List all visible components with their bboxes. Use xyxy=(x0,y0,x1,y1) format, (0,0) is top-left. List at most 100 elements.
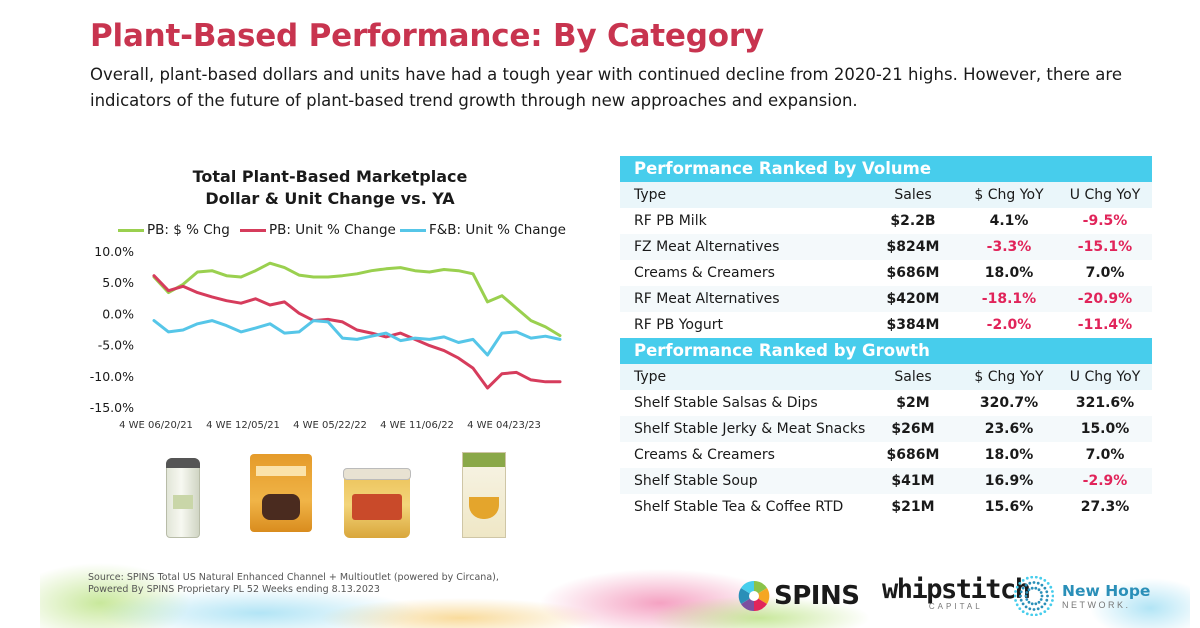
series-line-1 xyxy=(152,274,562,390)
legend-item-pb-dollar: PB: $ % Chg xyxy=(118,222,230,238)
salsa-jar-icon xyxy=(343,468,411,538)
cell-type: Shelf Stable Soup xyxy=(634,473,758,489)
chart-title: Total Plant-Based Marketplace Dollar & U… xyxy=(150,166,510,210)
snack-pouch-icon xyxy=(250,454,312,532)
table-row: RF PB Yogurt $384M -2.0% -11.4% xyxy=(620,312,1152,338)
cell-dollar-change: -3.3% xyxy=(986,239,1032,255)
table-row: RF Meat Alternatives $420M -18.1% -20.9% xyxy=(620,286,1152,312)
cell-sales: $686M xyxy=(886,447,940,463)
column-header-unit-change: U Chg YoY xyxy=(1069,369,1141,385)
cell-unit-change: 7.0% xyxy=(1085,447,1125,463)
cell-unit-change: 321.6% xyxy=(1075,395,1135,411)
cell-sales: $26M xyxy=(891,421,935,437)
line-chart: 10.0% 5.0% 0.0% -5.0% -10.0% -15.0% 4 WE 06/20… xyxy=(90,244,562,431)
source-line-1: Source: SPINS Total US Natural Enhanced … xyxy=(88,572,499,583)
x-tick-label: 4 WE 05/22/22 xyxy=(293,420,367,431)
cell-unit-change: 15.0% xyxy=(1080,421,1130,437)
cell-sales: $2M xyxy=(896,395,930,411)
series-line-2 xyxy=(152,319,562,357)
cell-sales: $41M xyxy=(891,473,935,489)
cell-unit-change: 27.3% xyxy=(1080,499,1130,515)
growth-table-body: Shelf Stable Salsas & Dips $2M 320.7% 321.6… xyxy=(620,390,1152,520)
y-tick-label: -15.0% xyxy=(90,400,134,415)
cell-unit-change: -20.9% xyxy=(1077,291,1133,307)
x-tick-label: 4 WE 11/06/22 xyxy=(380,420,454,431)
chart-title-line1: Total Plant-Based Marketplace xyxy=(192,167,468,186)
legend-item-fb-unit: F&B: Unit % Change xyxy=(400,222,566,238)
cell-type: Creams & Creamers xyxy=(634,265,775,281)
cell-dollar-change: 15.6% xyxy=(984,499,1034,515)
legend-swatch-pb-unit xyxy=(240,228,266,232)
spins-logo: SPINS xyxy=(738,580,860,612)
product-images xyxy=(160,452,540,544)
cell-dollar-change: 4.1% xyxy=(989,213,1029,229)
column-header-unit-change: U Chg YoY xyxy=(1069,187,1141,203)
beverage-can-icon xyxy=(166,458,200,538)
source-line-2: Powered By SPINS Proprietary PL 52 Weeks… xyxy=(88,584,380,595)
cell-unit-change: 7.0% xyxy=(1085,265,1125,281)
table-row: Shelf Stable Salsas & Dips $2M 320.7% 321.6… xyxy=(620,390,1152,416)
cell-unit-change: -11.4% xyxy=(1077,317,1133,333)
y-tick-label: -10.0% xyxy=(90,369,134,384)
x-tick-label: 4 WE 06/20/21 xyxy=(119,420,193,431)
cell-type: Creams & Creamers xyxy=(634,447,775,463)
y-tick-label: -5.0% xyxy=(98,338,134,353)
legend-swatch-fb-unit xyxy=(400,228,426,232)
column-header-type: Type xyxy=(634,369,667,385)
whipstitch-logo-subtext: CAPITAL xyxy=(928,602,983,611)
volume-table-body: RF PB Milk $2.2B 4.1% -9.5% FZ Meat Alternat… xyxy=(620,208,1152,338)
chart-legend: PB: $ % Chg PB: Unit % Change F&B: Unit … xyxy=(118,222,578,240)
spins-logo-mark-icon xyxy=(738,580,770,612)
cell-type: RF PB Yogurt xyxy=(634,317,723,333)
legend-label-fb-unit: F&B: Unit % Change xyxy=(429,222,566,238)
cell-sales: $824M xyxy=(886,239,940,255)
column-header-dollar-change: $ Chg YoY xyxy=(974,369,1044,385)
table-row: FZ Meat Alternatives $824M -3.3% -15.1% xyxy=(620,234,1152,260)
chart-title-line2: Dollar & Unit Change vs. YA xyxy=(205,189,455,208)
cell-sales: $21M xyxy=(891,499,935,515)
volume-table-column-headers: Type Sales $ Chg YoY U Chg YoY xyxy=(620,182,1152,208)
column-header-sales: Sales xyxy=(894,369,932,385)
cell-dollar-change: 320.7% xyxy=(979,395,1039,411)
column-header-dollar-change: $ Chg YoY xyxy=(974,187,1044,203)
whipstitch-logo-text: whipstitch xyxy=(882,574,1031,605)
new-hope-logo: New Hope NETWORK. xyxy=(1014,576,1150,616)
cell-type: Shelf Stable Jerky & Meat Snacks xyxy=(634,421,866,437)
x-tick-label: 4 WE 12/05/21 xyxy=(206,420,280,431)
series-line-0 xyxy=(152,261,562,338)
cell-type: FZ Meat Alternatives xyxy=(634,239,780,255)
legend-label-pb-dollar: PB: $ % Chg xyxy=(147,222,230,238)
cell-dollar-change: -2.0% xyxy=(986,317,1032,333)
page-subtitle: Overall, plant-based dollars and units h… xyxy=(90,65,1122,110)
table-row: Shelf Stable Tea & Coffee RTD $21M 15.6% 27… xyxy=(620,494,1152,520)
legend-item-pb-unit: PB: Unit % Change xyxy=(240,222,396,238)
y-tick-label: 0.0% xyxy=(102,306,134,321)
cell-type: RF Meat Alternatives xyxy=(634,291,780,307)
source-note: Source: SPINS Total US Natural Enhanced … xyxy=(88,572,499,596)
y-tick-label: 5.0% xyxy=(102,275,134,290)
table-row: Creams & Creamers $686M 18.0% 7.0% xyxy=(620,260,1152,286)
cell-sales: $686M xyxy=(886,265,940,281)
cell-unit-change: -15.1% xyxy=(1077,239,1133,255)
whipstitch-logo: whipstitch CAPITAL xyxy=(882,574,1031,611)
growth-table-title: Performance Ranked by Growth xyxy=(620,338,1152,364)
cell-type: Shelf Stable Salsas & Dips xyxy=(634,395,818,411)
column-header-type: Type xyxy=(634,187,667,203)
table-row: Shelf Stable Soup $41M 16.9% -2.9% xyxy=(620,468,1152,494)
table-row: Shelf Stable Jerky & Meat Snacks $26M 23.6… xyxy=(620,416,1152,442)
spins-logo-text: SPINS xyxy=(774,581,860,611)
cell-unit-change: -9.5% xyxy=(1082,213,1128,229)
cell-dollar-change: 18.0% xyxy=(984,447,1034,463)
cell-dollar-change: -18.1% xyxy=(981,291,1037,307)
x-tick-label: 4 WE 04/23/23 xyxy=(467,420,541,431)
new-hope-logo-subtext: NETWORK. xyxy=(1062,600,1131,610)
cell-sales: $2.2B xyxy=(890,213,936,229)
growth-table-column-headers: Type Sales $ Chg YoY U Chg YoY xyxy=(620,364,1152,390)
performance-tables: Performance Ranked by Volume Type Sales … xyxy=(620,156,1152,520)
legend-swatch-pb-dollar xyxy=(118,228,144,232)
volume-table-title: Performance Ranked by Volume xyxy=(620,156,1152,182)
soup-carton-icon xyxy=(462,452,506,538)
new-hope-logo-text: New Hope xyxy=(1062,582,1151,600)
cell-unit-change: -2.9% xyxy=(1082,473,1128,489)
cell-type: RF PB Milk xyxy=(634,213,707,229)
